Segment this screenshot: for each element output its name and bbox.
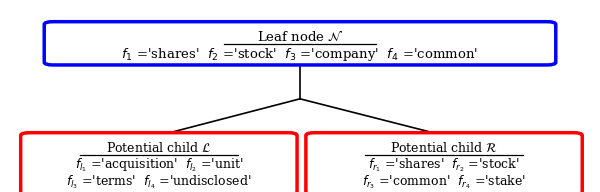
Text: $f_1$ ='shares'  $f_2$ ='stock'  $f_3$ ='company'  $f_4$ ='common': $f_1$ ='shares' $f_2$ ='stock' $f_3$ ='c… [121, 46, 479, 63]
Text: Potential child $\mathcal{R}$: Potential child $\mathcal{R}$ [390, 141, 498, 155]
Text: $f_{l_1}$ ='acquisition'  $f_{l_2}$ ='unit': $f_{l_1}$ ='acquisition' $f_{l_2}$ ='uni… [74, 157, 243, 174]
Text: $f_{l_3}$ ='terms'  $f_{l_4}$ ='undisclosed': $f_{l_3}$ ='terms' $f_{l_4}$ ='undisclos… [66, 174, 251, 191]
FancyBboxPatch shape [44, 22, 556, 65]
Text: Leaf node $\mathcal{N}$: Leaf node $\mathcal{N}$ [257, 30, 343, 44]
Text: $f_{r_3}$ ='common'  $f_{r_4}$ ='stake': $f_{r_3}$ ='common' $f_{r_4}$ ='stake' [362, 174, 526, 191]
Text: $f_{r_1}$ ='shares'  $f_{r_2}$ ='stock': $f_{r_1}$ ='shares' $f_{r_2}$ ='stock' [368, 157, 520, 174]
Text: Potential child $\mathcal{L}$: Potential child $\mathcal{L}$ [106, 141, 212, 155]
FancyBboxPatch shape [306, 133, 582, 192]
FancyBboxPatch shape [21, 133, 297, 192]
